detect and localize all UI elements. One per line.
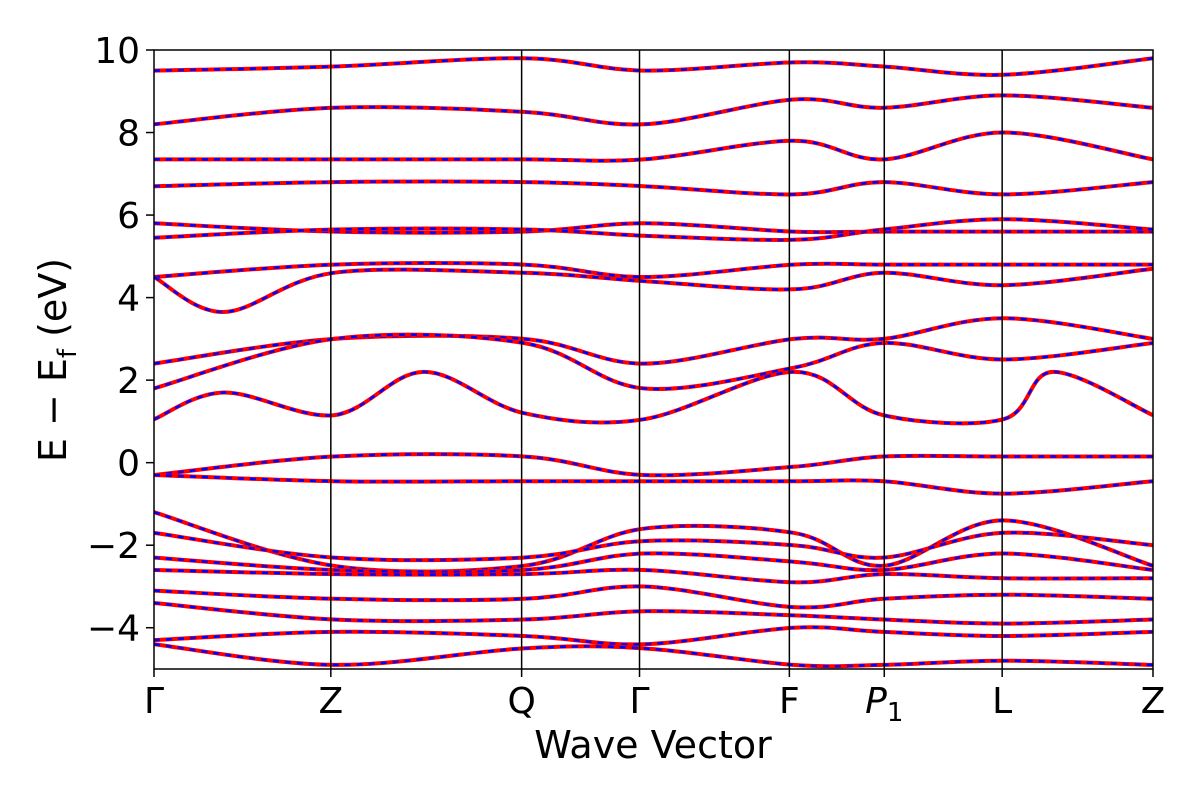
x-tick-label: Q [507, 681, 535, 722]
band-line-red [154, 130, 1153, 163]
y-tick-label: 4 [117, 279, 140, 320]
x-axis-ticks: Γ Z Q Γ F P1 L Z [144, 669, 1165, 728]
band-line-blue-dashed [154, 585, 1153, 609]
band-line-red [154, 93, 1153, 127]
band-line-red [154, 530, 1153, 563]
y-tick-label: 2 [117, 361, 140, 402]
band-line-blue-dashed [154, 57, 1153, 77]
band-line-blue-dashed [154, 333, 1153, 391]
x-tick-label: Z [318, 681, 343, 722]
band-line-blue-dashed [154, 370, 1153, 425]
band-line-blue-dashed [154, 642, 1153, 668]
band-line-blue-dashed [154, 222, 1153, 234]
x-tick-label: Z [1141, 681, 1166, 722]
x-tick-label: P1 [865, 681, 903, 728]
band-line-red [154, 642, 1153, 669]
band-line-blue-dashed [154, 568, 1153, 584]
band-line-blue-dashed [154, 601, 1153, 625]
band-lines [154, 56, 1153, 669]
y-tick-label: 0 [117, 444, 140, 485]
band-line-blue-dashed [154, 261, 1153, 279]
band-line-red [154, 369, 1153, 426]
band-line-red [154, 625, 1153, 647]
y-tick-label: 10 [94, 31, 140, 72]
y-tick-label: 8 [117, 114, 140, 155]
y-tick-label: −4 [87, 609, 140, 650]
high-symmetry-lines [330, 50, 1003, 669]
y-axis-ticks: −4 −2 0 2 4 6 8 10 [87, 31, 154, 650]
x-tick-label: Γ [144, 681, 164, 722]
y-tick-label: 6 [117, 196, 140, 237]
band-line-blue-dashed [154, 473, 1153, 495]
band-line-blue-dashed [154, 131, 1153, 163]
x-tick-label: Γ [629, 681, 649, 722]
x-tick-label: F [779, 681, 800, 722]
band-line-blue-dashed [154, 217, 1153, 242]
band-line-blue-dashed [154, 452, 1153, 477]
band-line-blue-dashed [154, 94, 1153, 126]
plot-frame [153, 49, 1154, 670]
y-tick-label: −2 [87, 526, 140, 567]
band-line-blue-dashed [154, 267, 1153, 314]
band-line-blue-dashed [154, 552, 1153, 574]
band-line-red [154, 316, 1153, 366]
y-axis-label: E − Ef (eV) [31, 258, 83, 462]
x-tick-label: L [992, 681, 1012, 722]
band-line-blue-dashed [154, 531, 1153, 562]
x-axis-label: Wave Vector [534, 723, 772, 767]
band-line-blue-dashed [154, 180, 1153, 196]
band-line-red [154, 261, 1153, 280]
band-line-red [154, 601, 1153, 626]
band-line-blue-dashed [154, 625, 1153, 646]
band-line-blue-dashed [154, 511, 1153, 573]
band-line-red [154, 567, 1153, 585]
band-line-red [154, 473, 1153, 496]
